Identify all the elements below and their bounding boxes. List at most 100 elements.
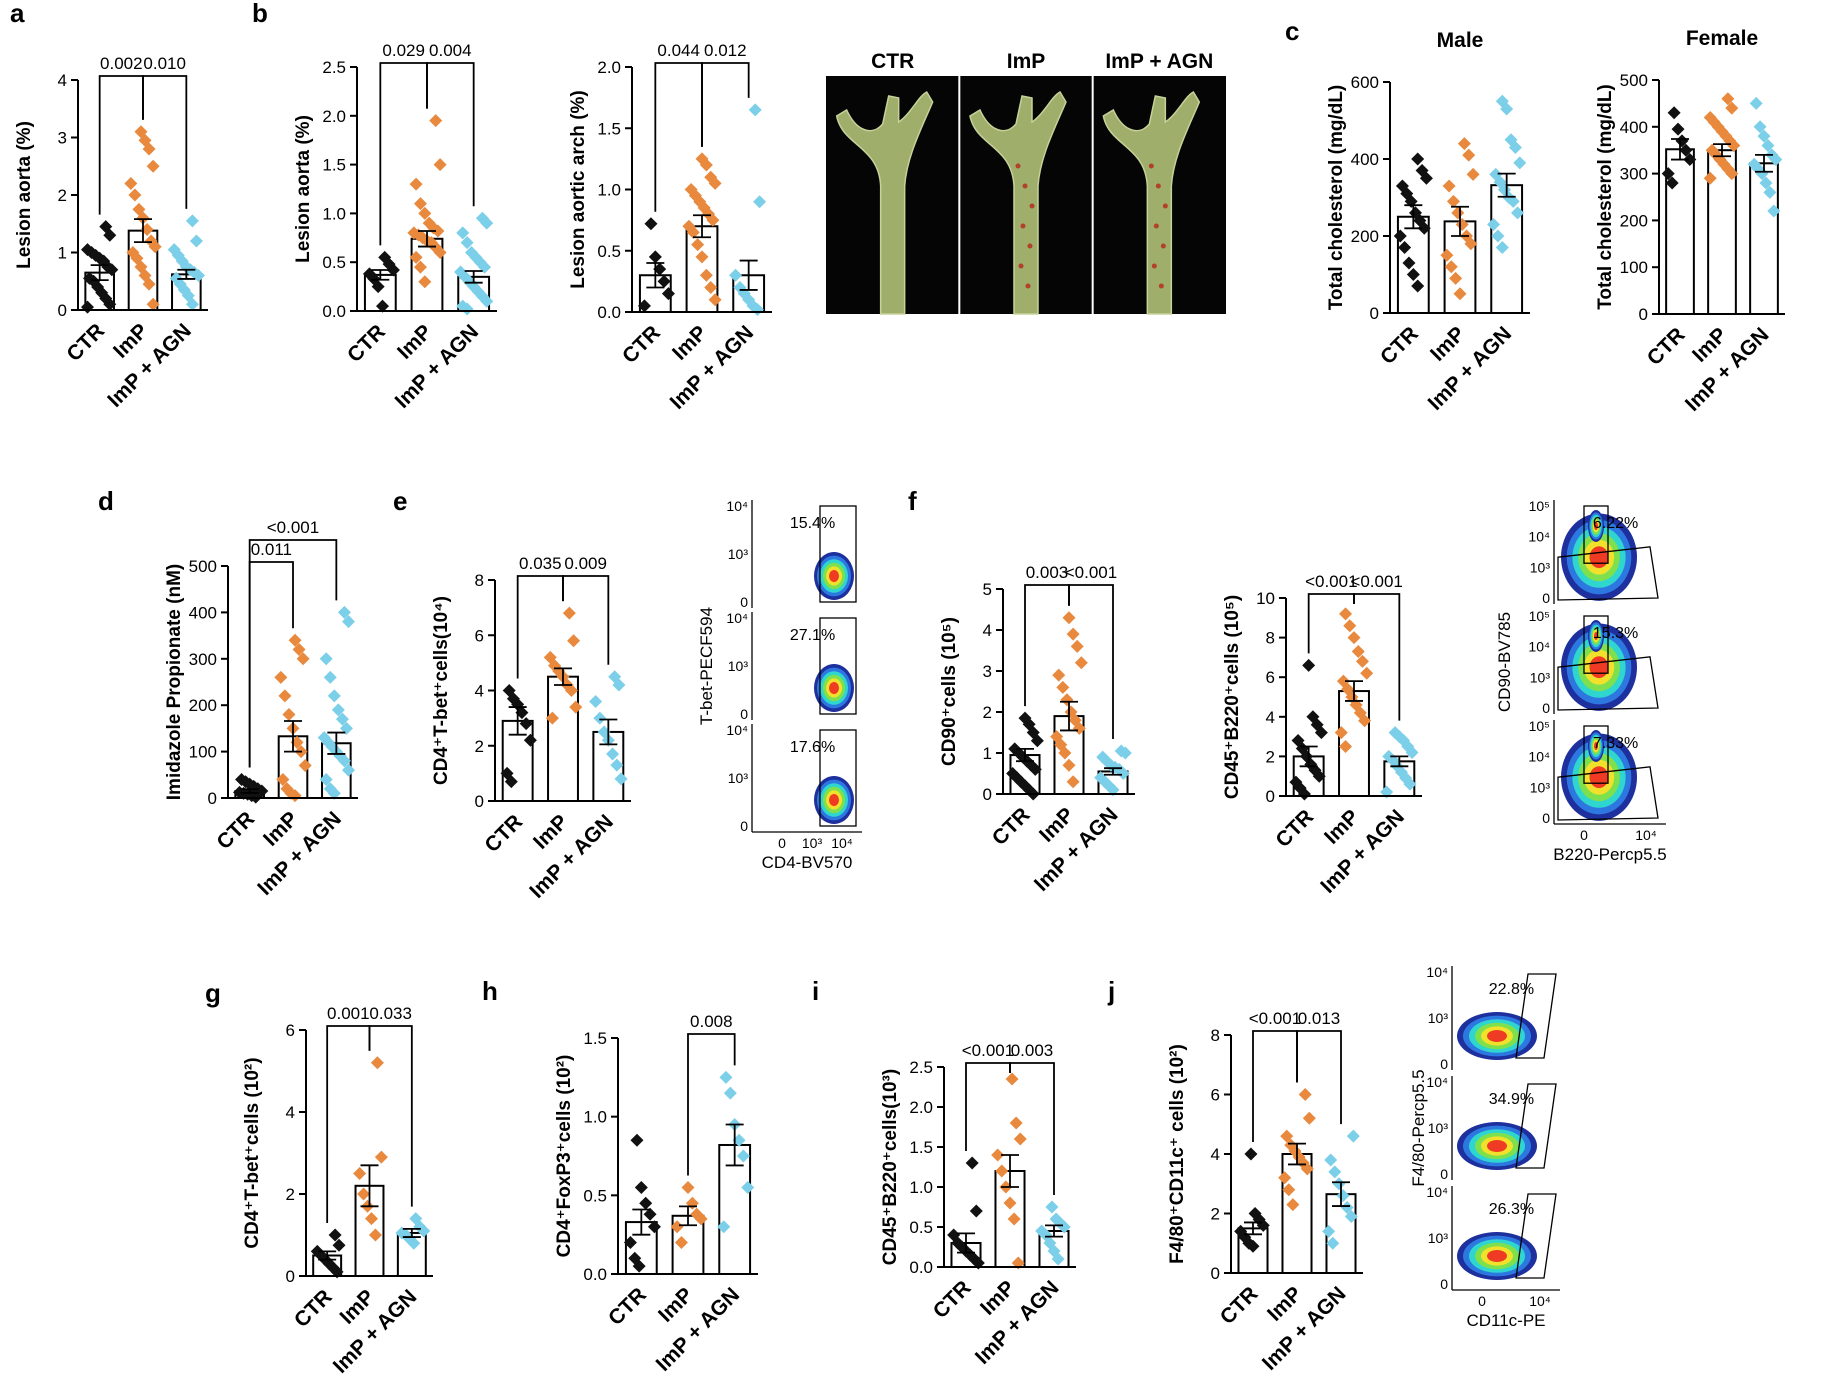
lesion-spot xyxy=(1158,283,1164,289)
data-point-1-16 xyxy=(433,158,447,172)
y-tick-label: 400 xyxy=(1351,150,1379,169)
y-tick-label: 6 xyxy=(1211,1086,1220,1105)
flow-y-tick: 10³ xyxy=(1428,1230,1449,1246)
data-point-1-13 xyxy=(288,633,302,647)
p-value-label: 0.012 xyxy=(704,41,747,60)
y-tick-label: 0.5 xyxy=(322,253,346,272)
data-point-0-0 xyxy=(637,299,651,313)
gate-box xyxy=(819,505,857,603)
data-point-1-1 xyxy=(1062,758,1076,772)
data-point-2-3 xyxy=(1340,1201,1354,1215)
panel-letter-i: i xyxy=(812,976,819,1006)
data-point-2-12 xyxy=(464,245,478,259)
data-point-2-5 xyxy=(593,711,607,725)
data-point-2-14 xyxy=(323,670,337,684)
data-point-2-5 xyxy=(1332,1177,1346,1191)
gate-box-lower xyxy=(1557,766,1659,821)
density-contour-5 xyxy=(829,794,839,806)
flow-y-tick: 10³ xyxy=(1530,559,1551,575)
x-category-label: ImP + AGN xyxy=(1258,1282,1351,1375)
lesion-spot xyxy=(1151,263,1157,269)
data-point-2-6 xyxy=(753,195,767,209)
data-point-1-11 xyxy=(1347,631,1361,645)
data-point-1-1 xyxy=(1334,726,1348,740)
y-tick-label: 2.5 xyxy=(909,1058,933,1077)
gate-box xyxy=(1515,973,1557,1059)
flow-plot: 10⁵ 10⁴ 10³ 0 15.3% xyxy=(1528,608,1659,716)
y-tick-label: 2.0 xyxy=(597,58,621,77)
data-point-2-5 xyxy=(1747,157,1761,171)
significance-bracket xyxy=(426,62,475,207)
data-point-1-10 xyxy=(1351,644,1365,658)
flow-x-tick: 10⁴ xyxy=(1529,1293,1551,1309)
y-tick-label: 2.5 xyxy=(322,58,346,77)
data-point-2-1 xyxy=(610,758,624,772)
data-point-1-12 xyxy=(1457,137,1471,151)
x-category-label: CTR xyxy=(929,1276,976,1323)
gate-box xyxy=(1515,1193,1557,1279)
data-point-2-1 xyxy=(1763,185,1777,199)
data-point-1-10 xyxy=(1466,167,1480,181)
data-point-1-4 xyxy=(691,238,705,252)
p-value-label: 0.002 xyxy=(100,54,143,73)
x-category-label: CTR xyxy=(618,321,665,368)
data-point-0-4 xyxy=(643,1207,657,1221)
data-point-1-4 xyxy=(298,759,312,773)
data-point-0-5 xyxy=(1671,122,1685,136)
y-tick-label: 1.0 xyxy=(583,1108,607,1127)
x-category-label: ImP + AGN xyxy=(391,320,484,413)
data-point-1-9 xyxy=(407,226,421,240)
data-point-2-11 xyxy=(1388,726,1402,740)
data-point-1-0 xyxy=(1453,287,1467,301)
y-tick-label: 0 xyxy=(286,1267,295,1286)
data-point-0-4 xyxy=(648,250,662,264)
data-point-0-12 xyxy=(1415,164,1429,178)
data-point-1-1 xyxy=(413,260,427,274)
data-point-2-9 xyxy=(1757,129,1771,143)
y-tick-label: 300 xyxy=(1620,165,1648,184)
data-point-2-0 xyxy=(614,772,628,786)
data-point-1-5 xyxy=(991,1148,1005,1162)
data-point-2-4 xyxy=(169,271,183,285)
data-point-1-8 xyxy=(1060,693,1074,707)
data-point-0-7 xyxy=(969,1204,983,1218)
data-point-1-0 xyxy=(1066,775,1080,789)
data-point-1-13 xyxy=(418,206,432,220)
data-point-1-7 xyxy=(144,234,158,248)
data-point-1-3 xyxy=(695,250,709,264)
data-point-0-12 xyxy=(1302,658,1316,672)
y-tick-label: 0 xyxy=(1211,1264,1220,1283)
data-point-1-8 xyxy=(1005,1072,1019,1086)
flow-y-tick: 10⁴ xyxy=(1528,749,1550,765)
data-point-2-17 xyxy=(337,605,351,619)
data-point-2-1 xyxy=(1322,1224,1336,1238)
data-point-0-1 xyxy=(500,766,514,780)
x-category-label: CTR xyxy=(343,320,390,367)
density-contour-5 xyxy=(1487,1250,1507,1262)
data-point-1-0 xyxy=(146,297,160,311)
data-point-1-10 xyxy=(1052,668,1066,682)
x-category-label: CTR xyxy=(290,1285,337,1332)
data-point-0-7 xyxy=(328,1228,342,1242)
data-point-1-8 xyxy=(1280,1129,1294,1143)
flow-plot: 10⁵ 10⁴ 10³ 0 7.33% xyxy=(1528,718,1659,826)
y-axis-label: CD4⁺T-bet⁺cells(10⁴) xyxy=(431,596,452,785)
y-tick-label: 400 xyxy=(189,603,217,622)
gate-percent: 15.4% xyxy=(790,515,835,532)
data-point-2-1 xyxy=(456,299,470,313)
flow-x-label: B220-Percp5.5 xyxy=(1553,845,1666,864)
x-category-label: CTR xyxy=(1271,805,1318,852)
data-point-1-15 xyxy=(1721,92,1735,106)
density-contour-11 xyxy=(1594,742,1598,750)
flow-y-tick: 10⁴ xyxy=(1528,529,1550,545)
y-tick-label: 0.5 xyxy=(597,242,621,261)
data-point-2-7 xyxy=(748,103,762,117)
data-point-1-9 xyxy=(562,606,576,620)
lesion-spot xyxy=(1020,223,1026,229)
gate-percent: 27.1% xyxy=(790,627,835,644)
significance-bracket xyxy=(701,62,750,147)
data-point-1-17 xyxy=(429,114,443,128)
flow-y-tick: 10³ xyxy=(1428,1120,1449,1136)
